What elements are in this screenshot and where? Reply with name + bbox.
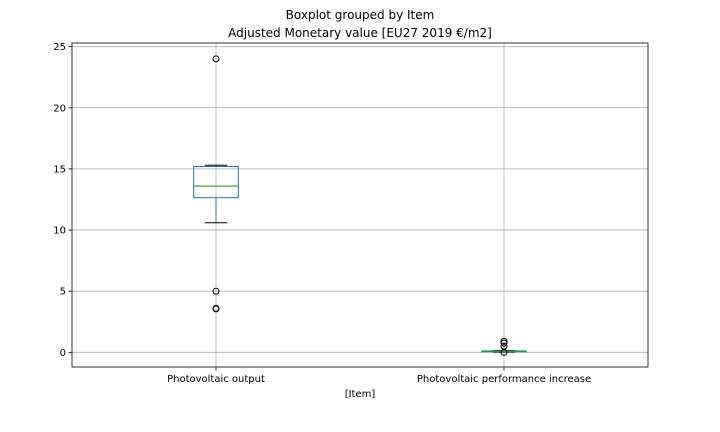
outlier-point <box>500 339 508 347</box>
y-tick-label: 20 <box>53 103 66 114</box>
plot-frame <box>71 42 649 368</box>
x-tick-label: Photovoltaic performance increase <box>417 374 591 385</box>
y-tick-label: 25 <box>53 42 66 53</box>
outlier-point <box>500 348 508 356</box>
x-axis-label: [Item] <box>345 389 376 400</box>
outlier-point <box>500 337 508 345</box>
y-tick-label: 15 <box>53 164 66 175</box>
box-iqr <box>193 165 239 199</box>
boxes-layer <box>193 55 527 356</box>
outlier-point <box>212 305 220 313</box>
chart-suptitle: Boxplot grouped by Item <box>286 8 435 22</box>
y-axis-ticks: 0 5 10 15 20 25 <box>53 42 72 359</box>
grid-lines <box>72 43 648 367</box>
chart-title: Adjusted Monetary value [EU27 2019 €/m2] <box>228 26 492 40</box>
y-tick-label: 5 <box>60 287 66 298</box>
y-tick-label: 10 <box>53 226 66 237</box>
y-tick-label: 0 <box>60 348 66 359</box>
box-group <box>193 55 239 313</box>
box-group <box>481 337 527 356</box>
outlier-point <box>212 55 220 63</box>
x-tick-label: Photovoltaic output <box>167 374 265 385</box>
x-axis-ticks: Photovoltaic output Photovoltaic performa… <box>167 367 591 385</box>
outlier-point <box>212 287 220 295</box>
